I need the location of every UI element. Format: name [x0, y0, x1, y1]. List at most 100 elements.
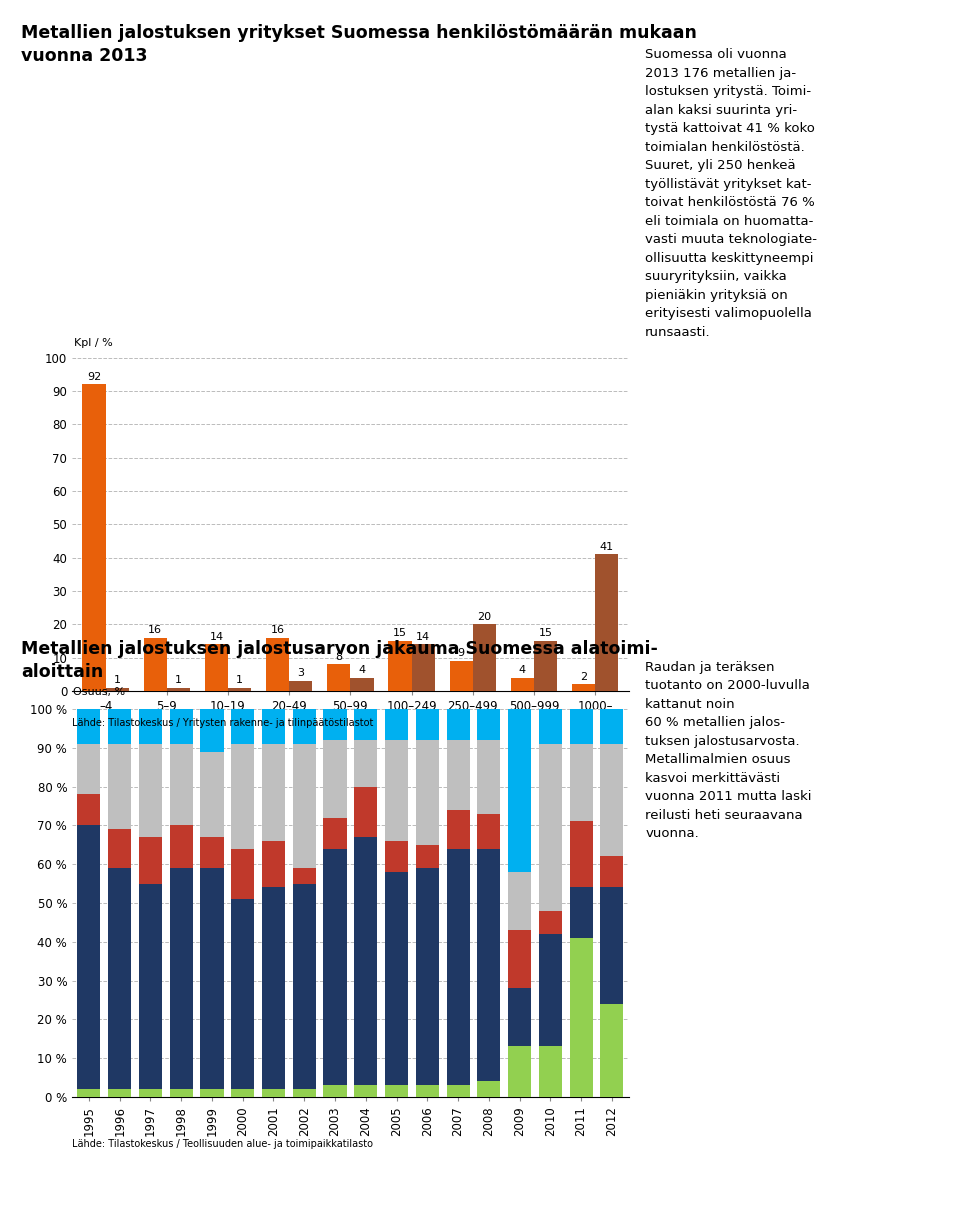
Bar [569, 744, 592, 822]
Bar [139, 1090, 162, 1097]
Bar [600, 887, 623, 1004]
Text: 4: 4 [358, 665, 366, 675]
Bar [324, 818, 347, 848]
Bar [170, 825, 193, 868]
Bar [569, 887, 592, 938]
Bar [539, 709, 562, 744]
Bar [262, 744, 285, 841]
Bar [354, 837, 377, 1085]
Bar [293, 709, 316, 744]
Bar [139, 837, 162, 884]
Bar [508, 709, 531, 871]
Text: Metallien jalostuksen jalostusarvon jakauma Suomessa alatoimi-
aloittain: Metallien jalostuksen jalostusarvon jaka… [21, 640, 658, 681]
Text: 1: 1 [114, 675, 121, 685]
Text: Lähde: Tilastokeskus / Yritysten rakenne- ja tilinpäätöstilastot: Lähde: Tilastokeskus / Yritysten rakenne… [72, 718, 373, 727]
Bar [324, 1085, 347, 1097]
Bar [416, 709, 439, 741]
Bar [600, 744, 623, 857]
Bar [204, 645, 228, 691]
Bar [446, 1085, 469, 1097]
Bar [139, 709, 162, 744]
Bar [508, 988, 531, 1046]
Text: 1: 1 [236, 675, 243, 685]
Bar [231, 1090, 254, 1097]
Bar [231, 848, 254, 899]
Bar [572, 684, 595, 691]
Bar [324, 848, 347, 1085]
Bar [508, 871, 531, 930]
Bar [170, 1090, 193, 1097]
Text: 14: 14 [209, 631, 224, 641]
Bar [416, 868, 439, 1085]
Bar [144, 638, 167, 691]
Text: 16: 16 [271, 625, 284, 635]
Text: 16: 16 [148, 625, 162, 635]
Bar [449, 661, 472, 691]
Bar [354, 787, 377, 837]
Bar [477, 741, 500, 813]
Bar [385, 841, 408, 871]
Bar [231, 709, 254, 744]
Bar [327, 664, 350, 691]
Bar [508, 1046, 531, 1097]
Bar [108, 868, 132, 1090]
Bar [78, 744, 101, 794]
Bar [446, 709, 469, 741]
Bar [412, 645, 435, 691]
Bar [170, 744, 193, 825]
Bar [170, 709, 193, 744]
Bar [354, 741, 377, 787]
Bar [78, 794, 101, 825]
Bar [600, 857, 623, 887]
Bar [385, 871, 408, 1085]
Bar [354, 709, 377, 741]
Bar [354, 1085, 377, 1097]
Text: 8: 8 [335, 652, 343, 662]
Bar [78, 825, 101, 1090]
Text: 15: 15 [539, 628, 553, 639]
Bar [139, 744, 162, 837]
Bar [106, 687, 129, 691]
Text: 20: 20 [477, 612, 492, 622]
Bar [201, 751, 224, 837]
Bar [324, 709, 347, 741]
Bar [389, 641, 412, 691]
Bar [78, 1090, 101, 1097]
Bar [289, 681, 312, 691]
Bar [595, 554, 618, 691]
Bar [534, 641, 557, 691]
Bar [293, 868, 316, 884]
Bar [139, 884, 162, 1090]
Text: Raudan ja teräksen
tuotanto on 2000-luvulla
kattanut noin
60 % metallien jalos-
: Raudan ja teräksen tuotanto on 2000-luvu… [645, 661, 811, 840]
Text: Kpl / %: Kpl / % [74, 337, 112, 348]
Text: Osuus, %: Osuus, % [73, 687, 125, 697]
Bar [385, 709, 408, 741]
Text: 92: 92 [87, 372, 101, 382]
Bar [539, 934, 562, 1046]
Bar [108, 829, 132, 868]
Bar [600, 709, 623, 744]
Text: Metallien jalostuksen yritykset Suomessa henkilöstömäärän mukaan
vuonna 2013: Metallien jalostuksen yritykset Suomessa… [21, 24, 697, 65]
Bar [446, 810, 469, 848]
Bar [167, 687, 190, 691]
Text: 14: 14 [416, 631, 430, 641]
Bar [228, 687, 252, 691]
Bar [385, 741, 408, 841]
Bar [262, 1090, 285, 1097]
Bar [416, 845, 439, 868]
Bar [539, 744, 562, 910]
Bar [350, 678, 373, 691]
Bar [262, 709, 285, 744]
Bar [201, 1090, 224, 1097]
Bar [266, 638, 289, 691]
Bar [477, 813, 500, 848]
Text: 41: 41 [600, 542, 613, 551]
Legend: Yritysten määrä, kpl, Osuus henkilöstöstä, %: Yritysten määrä, kpl, Osuus henkilöstöst… [77, 741, 371, 759]
Text: 1: 1 [175, 675, 182, 685]
Bar [600, 1004, 623, 1097]
Text: 4: 4 [518, 665, 526, 675]
Bar [477, 1081, 500, 1097]
Bar [416, 1085, 439, 1097]
Bar [446, 848, 469, 1085]
Bar [108, 1090, 132, 1097]
